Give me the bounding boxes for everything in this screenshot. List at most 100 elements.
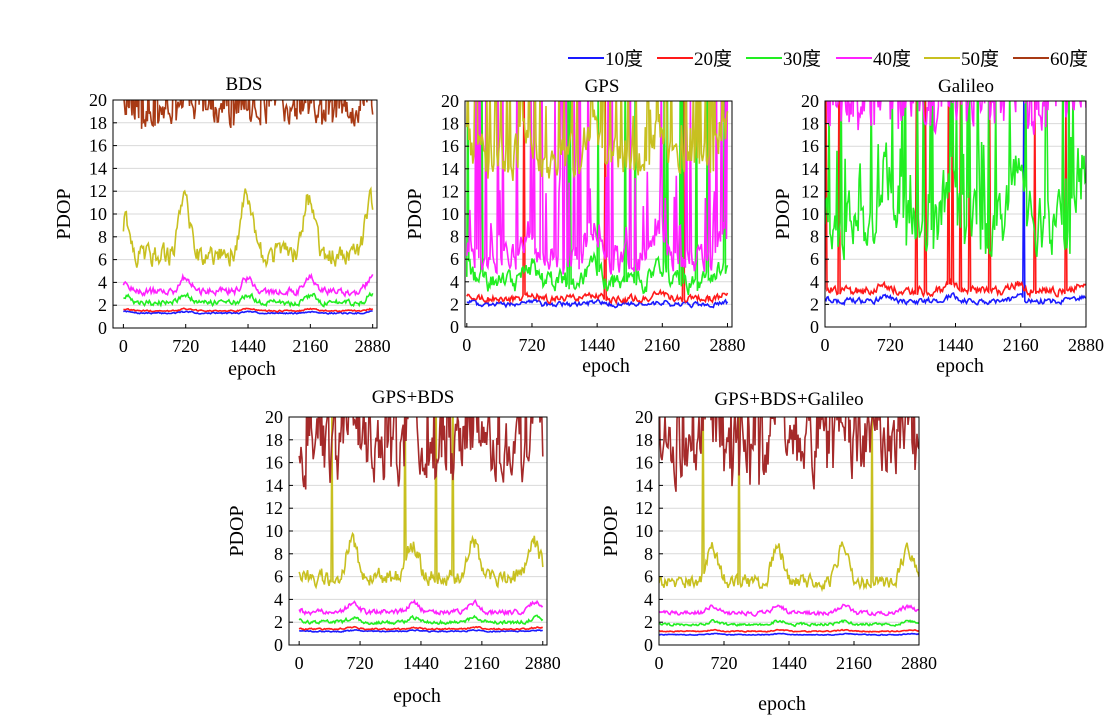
ytick-label: 2 (644, 612, 653, 632)
xtick-label: 2880 (525, 653, 561, 673)
ytick-label: 20 (441, 91, 459, 111)
legend-label: 60度 (1050, 48, 1088, 70)
y-axis-label: PDOP (404, 188, 426, 239)
xtick-label: 720 (877, 335, 904, 355)
series-line (122, 310, 373, 315)
series-line (659, 417, 919, 492)
ytick-label: 6 (450, 249, 459, 269)
y-axis-label: PDOP (600, 505, 622, 556)
series-line (659, 632, 919, 637)
x-axis-label: epoch (228, 358, 276, 380)
xtick-label: 0 (655, 653, 664, 673)
ytick-label: 16 (801, 136, 819, 156)
series-line (123, 291, 374, 309)
series-line (298, 417, 544, 590)
chart-title: GPS+BDS (372, 387, 455, 408)
ytick-label: 16 (89, 136, 107, 156)
xtick-label: 0 (462, 335, 471, 355)
series-line (466, 298, 729, 309)
xtick-label: 2880 (709, 335, 745, 355)
y-axis-label: PDOP (772, 188, 794, 239)
ytick-label: 4 (644, 589, 653, 609)
series-group (122, 100, 374, 315)
ytick-label: 18 (265, 430, 283, 450)
xtick-label: 2160 (836, 653, 872, 673)
x-axis-label: epoch (393, 685, 441, 707)
ytick-label: 12 (441, 181, 459, 201)
ytick-label: 18 (635, 430, 653, 450)
chart-title: Galileo (938, 76, 994, 97)
series-line (825, 101, 1086, 261)
ytick-label: 8 (810, 227, 819, 247)
ytick-label: 20 (801, 91, 819, 111)
legend-label: 30度 (783, 48, 821, 70)
ytick-label: 12 (635, 498, 653, 518)
series-line (466, 101, 729, 306)
xtick-label: 0 (295, 653, 304, 673)
xtick-label: 1440 (403, 653, 439, 673)
ytick-label: 18 (441, 114, 459, 134)
series-line (298, 417, 544, 490)
legend-item: 20度 (657, 48, 732, 70)
ytick-label: 16 (265, 453, 283, 473)
ytick-label: 0 (644, 635, 653, 655)
ytick-label: 6 (274, 567, 283, 587)
series-group (298, 417, 544, 633)
ytick-label: 10 (441, 204, 459, 224)
ytick-label: 18 (89, 113, 107, 133)
legend-label: 40度 (873, 48, 911, 70)
xtick-label: 720 (172, 336, 199, 356)
ytick-label: 6 (98, 250, 107, 270)
ytick-label: 14 (801, 159, 819, 179)
chart-title: GPS+BDS+Galileo (714, 389, 863, 410)
series-line (298, 598, 544, 617)
xtick-label: 1440 (771, 653, 807, 673)
ytick-label: 0 (450, 317, 459, 337)
chart-title: GPS (585, 76, 620, 97)
legend-item: 10度 (568, 48, 643, 70)
series-line (466, 101, 729, 181)
xtick-label: 1440 (230, 336, 266, 356)
ytick-label: 8 (98, 227, 107, 247)
xtick-label: 2880 (901, 653, 937, 673)
series-line (659, 417, 919, 593)
ytick-label: 20 (89, 90, 107, 110)
ytick-label: 14 (441, 159, 459, 179)
xtick-label: 0 (119, 336, 128, 356)
xtick-label: 720 (347, 653, 374, 673)
series-line (123, 307, 374, 313)
ytick-label: 2 (450, 294, 459, 314)
xtick-label: 2880 (355, 336, 391, 356)
series-line (122, 272, 374, 298)
ytick-label: 2 (98, 295, 107, 315)
xtick-label: 720 (518, 335, 545, 355)
ytick-label: 12 (265, 498, 283, 518)
series-line (825, 101, 1086, 299)
series-line (465, 101, 729, 296)
xtick-label: 1440 (938, 335, 974, 355)
chart-title: BDS (226, 74, 263, 95)
ytick-label: 8 (644, 544, 653, 564)
ytick-label: 14 (89, 158, 107, 178)
xtick-label: 2160 (292, 336, 328, 356)
ytick-label: 4 (274, 589, 283, 609)
xtick-label: 1440 (579, 335, 615, 355)
ytick-label: 6 (810, 249, 819, 269)
series-line (825, 101, 1086, 307)
legend: 10度 20度 30度 40度 50度 60度 (568, 48, 1088, 70)
series-line (298, 614, 544, 626)
series-group (825, 101, 1086, 307)
series-line (122, 186, 374, 269)
y-axis-label: PDOP (226, 505, 248, 556)
xtick-label: 2160 (1003, 335, 1039, 355)
legend-item: 40度 (836, 48, 911, 70)
ytick-label: 16 (635, 453, 653, 473)
ytick-label: 12 (89, 181, 107, 201)
xtick-label: 2880 (1068, 335, 1104, 355)
series-line (298, 625, 543, 631)
legend-label: 20度 (694, 48, 732, 70)
